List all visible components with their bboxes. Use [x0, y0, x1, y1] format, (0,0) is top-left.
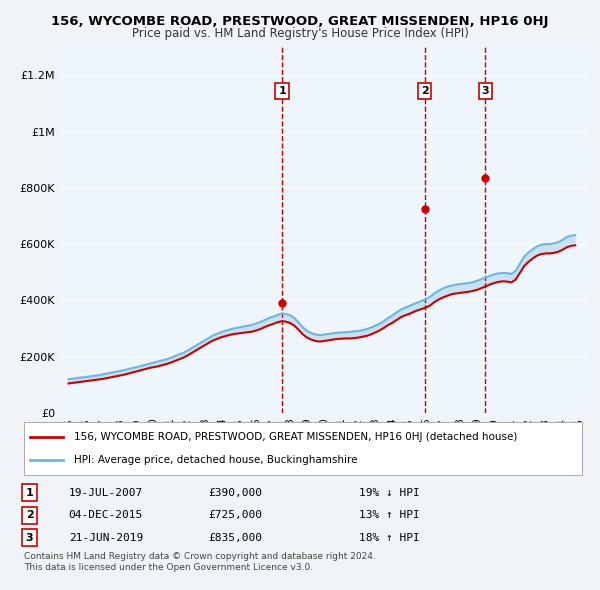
- Text: 19% ↓ HPI: 19% ↓ HPI: [359, 488, 419, 498]
- Text: 21-JUN-2019: 21-JUN-2019: [68, 533, 143, 543]
- Text: 1: 1: [26, 488, 34, 498]
- Text: 19-JUL-2007: 19-JUL-2007: [68, 488, 143, 498]
- Text: 156, WYCOMBE ROAD, PRESTWOOD, GREAT MISSENDEN, HP16 0HJ (detached house): 156, WYCOMBE ROAD, PRESTWOOD, GREAT MISS…: [74, 432, 518, 442]
- Text: £390,000: £390,000: [208, 488, 262, 498]
- Text: £835,000: £835,000: [208, 533, 262, 543]
- Text: 2: 2: [26, 510, 34, 520]
- Text: This data is licensed under the Open Government Licence v3.0.: This data is licensed under the Open Gov…: [24, 563, 313, 572]
- Text: £725,000: £725,000: [208, 510, 262, 520]
- Text: Contains HM Land Registry data © Crown copyright and database right 2024.: Contains HM Land Registry data © Crown c…: [24, 552, 376, 560]
- Text: 3: 3: [481, 86, 489, 96]
- Text: Price paid vs. HM Land Registry's House Price Index (HPI): Price paid vs. HM Land Registry's House …: [131, 27, 469, 40]
- Text: 156, WYCOMBE ROAD, PRESTWOOD, GREAT MISSENDEN, HP16 0HJ: 156, WYCOMBE ROAD, PRESTWOOD, GREAT MISS…: [51, 15, 549, 28]
- Text: HPI: Average price, detached house, Buckinghamshire: HPI: Average price, detached house, Buck…: [74, 455, 358, 465]
- Text: 13% ↑ HPI: 13% ↑ HPI: [359, 510, 419, 520]
- Text: 1: 1: [278, 86, 286, 96]
- Text: 3: 3: [26, 533, 34, 543]
- Text: 18% ↑ HPI: 18% ↑ HPI: [359, 533, 419, 543]
- Text: 04-DEC-2015: 04-DEC-2015: [68, 510, 143, 520]
- Text: 2: 2: [421, 86, 429, 96]
